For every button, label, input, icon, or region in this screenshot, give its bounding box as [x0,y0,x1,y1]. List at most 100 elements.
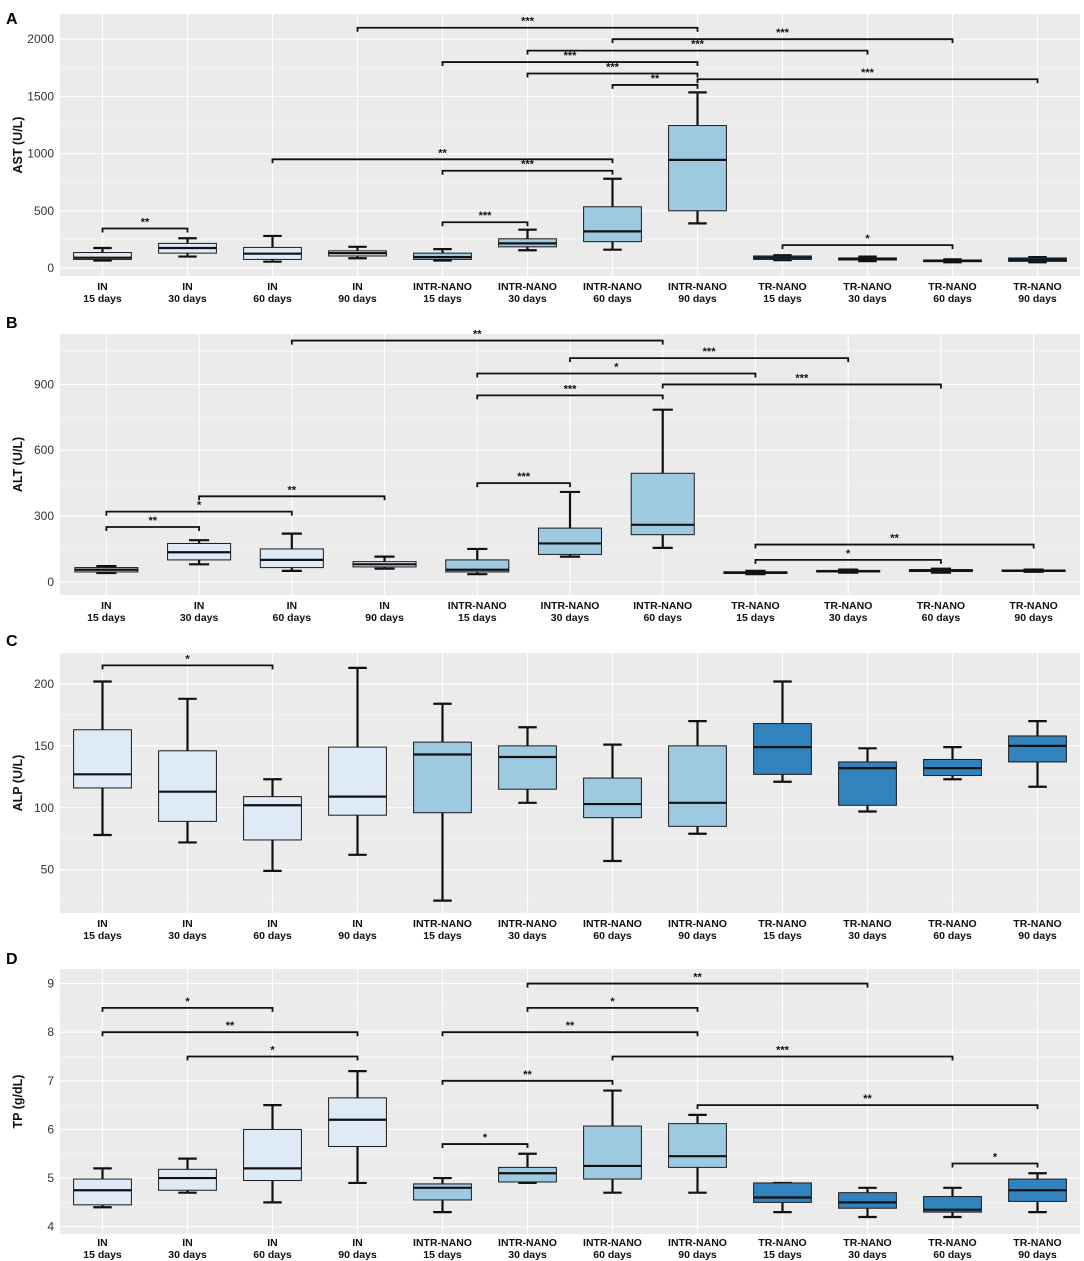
bracket-line [611,38,954,44]
significance-label: ** [693,972,702,984]
y-tick-label: 900 [34,377,54,391]
box-iqr [73,252,132,260]
box-iqr [328,746,387,816]
category-period: 15 days [423,930,462,942]
significance-bracket: *** [441,50,699,67]
y-tick-label: 200 [34,677,54,691]
category-period: 30 days [168,293,207,305]
box-11 [923,258,982,264]
category-period: 60 days [643,612,682,624]
significance-bracket: *** [476,383,664,400]
category-period: 15 days [458,612,497,624]
category-group: TR-NANO [928,1237,976,1249]
category-period: 90 days [678,293,717,305]
category-group: INTR-NANO [448,600,507,612]
significance-label: ** [226,1020,235,1032]
category-period: 90 days [338,930,377,942]
significance-label: ** [863,1093,872,1105]
x-category-label: TR-NANO 30 days [843,1237,891,1261]
category-group: INTR-NANO [583,281,642,293]
significance-label: ** [566,1020,575,1032]
box-5 [445,547,510,576]
box-7 [583,177,642,251]
x-category-label: TR-NANO 15 days [758,918,806,942]
category-period: 90 days [678,1249,717,1261]
x-category-label: TR-NANO 15 days [758,1237,806,1261]
category-group: IN [182,281,193,293]
category-group: IN [97,1237,108,1249]
category-group: TR-NANO [758,918,806,930]
bracket-line [696,1104,1039,1110]
box-10 [838,1186,897,1219]
box-iqr [583,1125,642,1180]
box-iqr [243,1128,302,1182]
significance-bracket: *** [661,372,942,389]
significance-bracket: *** [526,39,869,55]
category-period: 15 days [736,612,775,624]
category-period: 90 days [678,930,717,942]
bracket-line [441,1079,614,1085]
category-group: TR-NANO [928,918,976,930]
category-period: 60 days [933,1249,972,1261]
significance-label: *** [517,471,531,483]
box-6 [537,490,603,558]
category-period: 60 days [253,930,292,942]
x-category-label: TR-NANO 30 days [824,600,872,624]
plot-background [60,969,1080,1234]
bracket-line [186,1055,359,1061]
bracket-line [661,383,942,389]
significance-bracket: *** [476,471,571,488]
significance-label: * [865,233,870,245]
box-1 [73,1167,132,1209]
bracket-line [271,158,614,164]
significance-bracket: ** [696,1093,1039,1110]
significance-label: *** [564,383,578,395]
significance-label: * [610,996,615,1008]
x-category-label: IN 30 days [168,281,207,305]
y-tick-label: 1000 [27,147,54,161]
box-iqr [1008,735,1067,763]
x-category-label: INTR-NANO 30 days [498,1237,557,1261]
box-1 [73,680,132,837]
bracket-line [290,339,664,345]
bracket-line [441,169,614,175]
box-iqr [158,750,217,822]
category-period: 90 days [1018,930,1057,942]
x-category-label: TR-NANO 30 days [843,281,891,305]
significance-bracket: * [101,653,274,670]
box-8 [668,91,727,225]
bracket-line [569,357,850,363]
box-iqr [73,1178,132,1206]
x-category-label: IN 15 days [87,600,126,624]
significance-bracket: * [526,996,699,1012]
category-period: 60 days [253,293,292,305]
bracket-line [441,221,529,227]
category-group: IN [352,918,363,930]
category-group: INTR-NANO [668,1237,727,1249]
box-9 [753,254,812,262]
significance-label: ** [890,533,899,545]
bracket-line [105,510,293,516]
category-period: 15 days [83,1249,122,1261]
significance-bracket: * [754,548,942,564]
category-group: INTR-NANO [668,918,727,930]
category-period: 60 days [593,293,632,305]
significance-label: ** [288,484,297,496]
significance-bracket: ** [441,1020,699,1037]
box-4 [328,1070,387,1185]
bracket-line [101,1007,274,1012]
category-group: IN [352,1237,363,1249]
x-category-label: IN 90 days [338,1237,377,1261]
x-category-label: TR-NANO 30 days [843,918,891,942]
significance-bracket: *** [611,27,954,44]
box-10 [908,567,973,574]
category-group: TR-NANO [758,281,806,293]
box-8 [668,719,727,835]
category-group: IN [194,600,205,612]
category-period: 15 days [83,293,122,305]
significance-bracket: *** [441,159,614,175]
bracket-line [754,543,1035,549]
box-4 [352,555,417,570]
box-iqr [259,548,324,569]
